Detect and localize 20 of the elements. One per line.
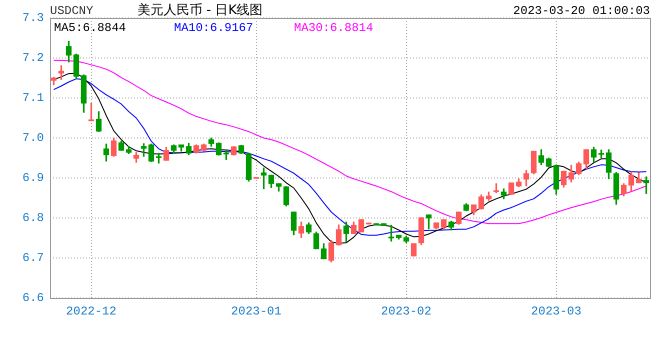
y-tick-label: 6.9: [22, 171, 44, 186]
y-tick-label: 6.6: [22, 291, 44, 306]
x-tick-label: 2023-02: [381, 304, 432, 318]
text: MA10:6.9167: [174, 21, 254, 35]
y-tick-label: 7.2: [22, 51, 44, 66]
x-tick-label: 2023-01: [231, 304, 282, 318]
chart-subtitle: USDCNY: [50, 4, 94, 18]
y-tick-label: 7.1: [22, 91, 44, 106]
x-tick-label: 2022-12: [66, 304, 116, 318]
text: MA30:6.8814: [294, 21, 374, 35]
candlestick: [358, 219, 364, 232]
y-tick-label: 6.7: [22, 251, 44, 266]
x-tick-label: 2023-03: [531, 304, 582, 318]
y-tick-label: 7.0: [22, 131, 44, 146]
candlestick: [410, 243, 417, 256]
y-tick-label: 6.8: [22, 211, 44, 226]
y-tick-label: 7.3: [22, 11, 44, 26]
annotation: 2023-03-20 01:00:03: [513, 4, 650, 18]
text: MA5:6.8844: [54, 21, 126, 35]
chart-title: 美元人民币 - 日K线图: [137, 2, 263, 18]
